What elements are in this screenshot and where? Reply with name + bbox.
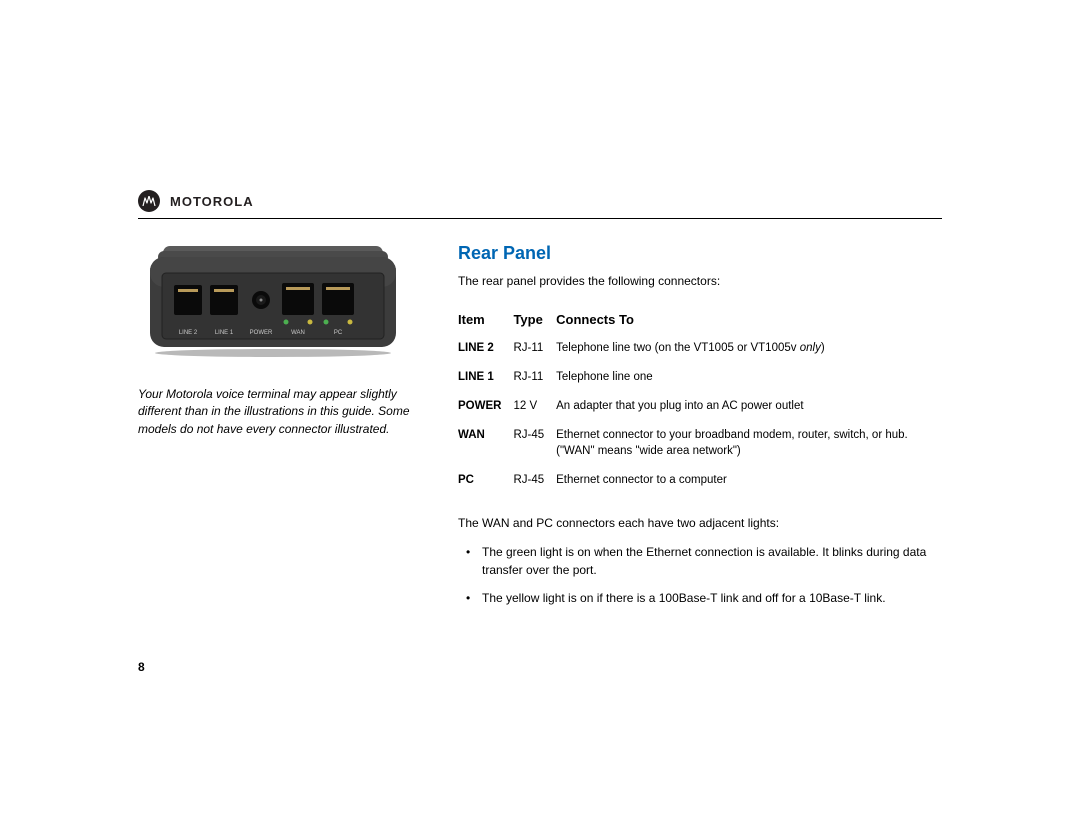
table-row: PC RJ-45 Ethernet connector to a compute… xyxy=(458,467,942,496)
table-header-row: Item Type Connects To xyxy=(458,308,942,335)
brand-header: MOTOROLA xyxy=(138,190,942,212)
cell-type: 12 V xyxy=(513,393,556,422)
header-rule xyxy=(138,218,942,219)
list-item: The green light is on when the Ethernet … xyxy=(458,543,942,579)
table-row: LINE 2 RJ-11 Telephone line two (on the … xyxy=(458,335,942,364)
cell-item: POWER xyxy=(458,393,513,422)
cell-item: WAN xyxy=(458,422,513,467)
cell-connects: Ethernet connector to a computer xyxy=(556,467,942,496)
cell-item: LINE 2 xyxy=(458,335,513,364)
header-type: Type xyxy=(513,308,556,335)
list-item: The yellow light is on if there is a 100… xyxy=(458,589,942,607)
port-label-line1: LINE 1 xyxy=(215,330,234,336)
lights-list: The green light is on when the Ethernet … xyxy=(458,543,942,607)
cell-item: LINE 1 xyxy=(458,364,513,393)
intro-text: The rear panel provides the following co… xyxy=(458,274,942,288)
cell-connects: Ethernet connector to your broadband mod… xyxy=(556,422,942,467)
cell-type: RJ-11 xyxy=(513,364,556,393)
left-column: LINE 2 LINE 1 POWER WAN PC Your Motorola… xyxy=(138,243,428,617)
table-row: POWER 12 V An adapter that you plug into… xyxy=(458,393,942,422)
two-column-layout: LINE 2 LINE 1 POWER WAN PC Your Motorola… xyxy=(138,243,942,617)
port-label-wan: WAN xyxy=(291,330,305,336)
page-number: 8 xyxy=(138,660,145,674)
page-content: MOTOROLA xyxy=(138,190,942,617)
cell-connects: Telephone line one xyxy=(556,364,942,393)
port-label-power: POWER xyxy=(250,330,273,336)
header-item: Item xyxy=(458,308,513,335)
section-heading: Rear Panel xyxy=(458,243,942,264)
port-label-line2: LINE 2 xyxy=(179,330,198,336)
cell-type: RJ-11 xyxy=(513,335,556,364)
port-label-pc: PC xyxy=(334,330,343,336)
device-caption: Your Motorola voice terminal may appear … xyxy=(138,386,428,438)
table-row: LINE 1 RJ-11 Telephone line one xyxy=(458,364,942,393)
wan-pc-note: The WAN and PC connectors each have two … xyxy=(458,515,942,532)
cell-type: RJ-45 xyxy=(513,422,556,467)
cell-connects: An adapter that you plug into an AC powe… xyxy=(556,393,942,422)
cell-item: PC xyxy=(458,467,513,496)
table-row: WAN RJ-45 Ethernet connector to your bro… xyxy=(458,422,942,467)
cell-connects: Telephone line two (on the VT1005 or VT1… xyxy=(556,335,942,364)
connector-table: Item Type Connects To LINE 2 RJ-11 Telep… xyxy=(458,308,942,497)
motorola-logo-icon xyxy=(138,190,160,212)
brand-label: MOTOROLA xyxy=(170,194,254,209)
right-column: Rear Panel The rear panel provides the f… xyxy=(458,243,942,617)
cell-type: RJ-45 xyxy=(513,467,556,496)
header-connects: Connects To xyxy=(556,308,942,335)
device-illustration: LINE 2 LINE 1 POWER WAN PC xyxy=(138,243,408,358)
